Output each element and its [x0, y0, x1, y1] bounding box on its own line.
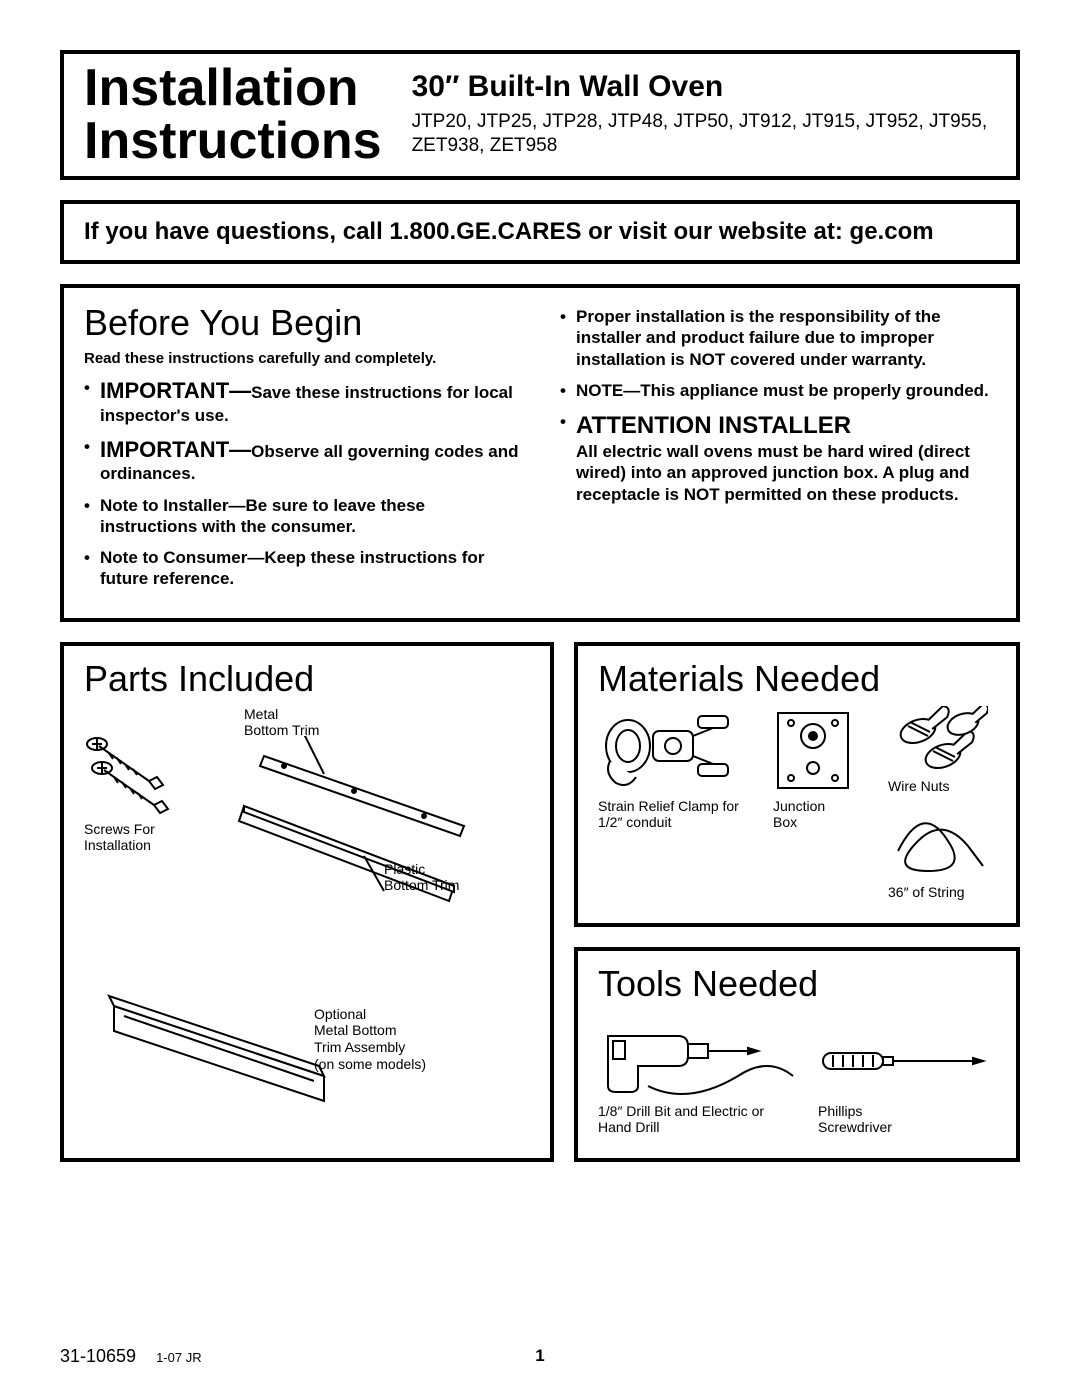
wire-nuts-icon [888, 706, 988, 776]
bullet-text: NOTE—This appliance must be properly gro… [576, 381, 989, 400]
before-subnote: Read these instructions carefully and co… [84, 350, 520, 367]
drill-icon [598, 1011, 798, 1101]
attention-body: All electric wall ovens must be hard wir… [576, 442, 970, 504]
contact-text: If you have questions, call 1.800.GE.CAR… [84, 218, 934, 245]
bullet-note-consumer: Note to Consumer—Keep these instructions… [84, 547, 520, 590]
optional-trim-caption: Optional Metal Bottom Trim Assembly (on … [314, 1006, 454, 1073]
bullet-text: Proper installation is the responsibilit… [576, 307, 941, 369]
parts-included-box: Parts Included Screws For Ins [60, 642, 554, 1162]
metal-trim-caption: Metal Bottom Trim [244, 706, 319, 740]
wire-nuts-caption: Wire Nuts [888, 778, 949, 795]
title-line-1: Installation [84, 59, 358, 117]
header-box: Installation Instructions 30″ Built-In W… [60, 50, 1020, 180]
contact-box: If you have questions, call 1.800.GE.CAR… [60, 200, 1020, 264]
bullet-grounded: NOTE—This appliance must be properly gro… [560, 380, 996, 401]
doc-title: Installation Instructions [84, 62, 382, 168]
before-heading: Before You Begin [84, 302, 520, 344]
bullet-important-observe: IMPORTANT—Observe all governing codes an… [84, 436, 520, 485]
strain-relief-clamp-icon [598, 706, 738, 796]
title-line-2: Instructions [84, 112, 382, 170]
important-label: IMPORTANT— [100, 378, 251, 403]
plastic-trim-caption: Plastic Bottom Trim [384, 861, 459, 895]
tools-heading: Tools Needed [598, 963, 996, 1005]
right-lower-col: Materials Needed Strain Relief C [574, 642, 1020, 1162]
attention-heading: ATTENTION INSTALLER [576, 412, 851, 439]
clamp-caption: Strain Relief Clamp for 1/2″ conduit [598, 798, 748, 832]
before-left-list: IMPORTANT—Save these instructions for lo… [84, 377, 520, 590]
junction-caption: Junction Box [773, 798, 825, 832]
drill-caption: 1/8″ Drill Bit and Electric or Hand Dril… [598, 1103, 778, 1137]
junction-box-icon [773, 708, 853, 793]
important-label: IMPORTANT— [100, 437, 251, 462]
materials-heading: Materials Needed [598, 658, 996, 700]
bullet-text: Note to Installer—Be sure to leave these… [100, 496, 425, 536]
string-icon [888, 811, 988, 881]
page-number: 1 [535, 1346, 544, 1366]
screws-icon [84, 726, 194, 816]
bullet-important-save: IMPORTANT—Save these instructions for lo… [84, 377, 520, 426]
before-right-col: Proper installation is the responsibilit… [560, 302, 996, 600]
bullet-attention-installer: ATTENTION INSTALLER All electric wall ov… [560, 411, 996, 505]
bullet-proper-install: Proper installation is the responsibilit… [560, 306, 996, 370]
revision-code: 1-07 JR [156, 1350, 202, 1365]
before-left-col: Before You Begin Read these instructions… [84, 302, 520, 600]
before-you-begin-box: Before You Begin Read these instructions… [60, 284, 1020, 622]
part-number: 31-10659 [60, 1346, 136, 1367]
lower-row: Parts Included Screws For Ins [60, 642, 1020, 1162]
tools-illustration-area: 1/8″ Drill Bit and Electric or Hand Dril… [598, 1011, 996, 1146]
header-product-block: 30″ Built-In Wall Oven JTP20, JTP25, JTP… [402, 54, 1016, 176]
page-footer: 31-10659 1-07 JR 1 [60, 1346, 1020, 1367]
bullet-note-installer: Note to Installer—Be sure to leave these… [84, 495, 520, 538]
product-subtitle: 30″ Built-In Wall Oven [412, 70, 996, 104]
tools-needed-box: Tools Needed 1/8″ Drill Bit and Electric… [574, 947, 1020, 1162]
model-list: JTP20, JTP25, JTP28, JTP48, JTP50, JT912… [412, 110, 996, 158]
screwdriver-caption: Phillips Screwdriver [818, 1103, 892, 1137]
materials-illustration-area: Strain Relief Clamp for 1/2″ conduit J [598, 706, 996, 911]
screws-caption: Screws For Installation [84, 821, 194, 855]
phillips-screwdriver-icon [818, 1041, 988, 1081]
bullet-text: Note to Consumer—Keep these instructions… [100, 548, 484, 588]
before-right-list: Proper installation is the responsibilit… [560, 306, 996, 505]
parts-illustration-area: Screws For Installation Metal Bottom Tri… [84, 706, 530, 1146]
materials-needed-box: Materials Needed Strain Relief C [574, 642, 1020, 927]
header-title-block: Installation Instructions [64, 54, 402, 176]
string-caption: 36″ of String [888, 884, 965, 901]
parts-heading: Parts Included [84, 658, 530, 700]
